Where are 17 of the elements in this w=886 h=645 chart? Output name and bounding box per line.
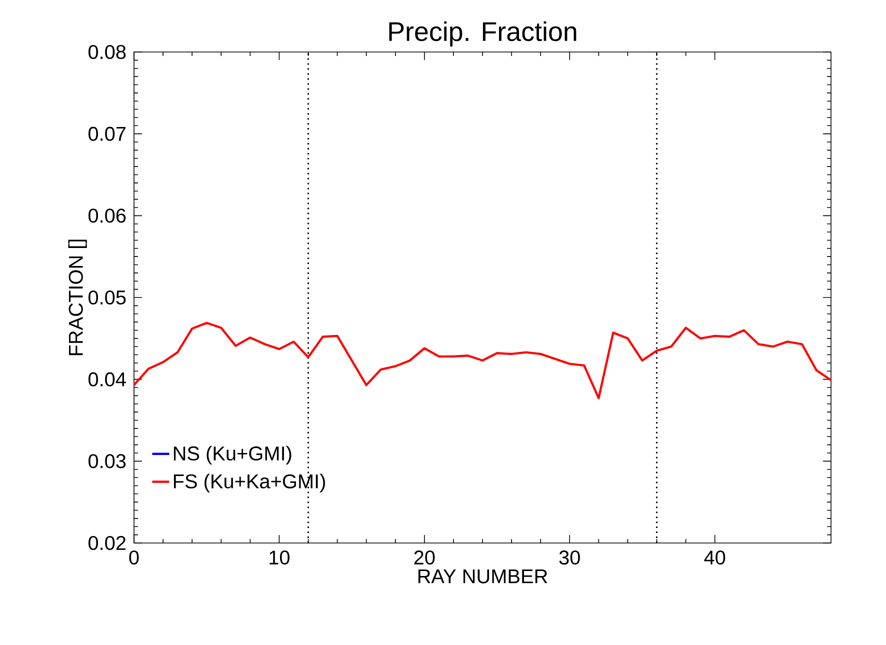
chart-title: Precip. Fraction <box>389 21 576 46</box>
y-tick-label: 0.03 <box>88 454 126 468</box>
x-axis-title: RAY NUMBER <box>418 569 548 584</box>
x-tick-label: 0 <box>129 550 139 565</box>
y-tick-label: 0.04 <box>88 372 126 386</box>
y-tick-label: 0.05 <box>88 290 126 305</box>
y-axis-title: FRACTION [] <box>68 240 87 356</box>
y-tick-label: 0.08 <box>88 44 126 60</box>
x-tick-label: 20 <box>414 550 435 565</box>
x-tick-label: 30 <box>559 550 580 565</box>
y-tick-label: 0.02 <box>88 536 126 550</box>
y-tick-label: 0.07 <box>88 126 126 141</box>
x-tick-label: 10 <box>270 550 290 565</box>
legend-label: NS (Ku+GMI) <box>174 446 292 464</box>
y-tick-label: 0.06 <box>88 208 126 223</box>
legend-label: FS (Ku+Ka+GMI) <box>174 474 325 492</box>
x-tick-label: 40 <box>704 550 726 565</box>
